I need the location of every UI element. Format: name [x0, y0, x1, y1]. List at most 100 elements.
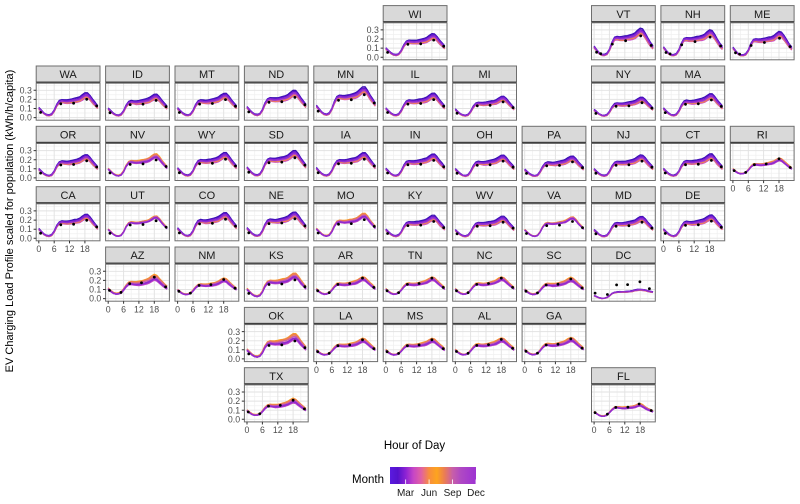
svg-text:0.3: 0.3 — [228, 327, 240, 337]
svg-text:18: 18 — [566, 365, 576, 375]
svg-text:PA: PA — [547, 130, 562, 142]
svg-text:12: 12 — [65, 244, 75, 254]
svg-text:NM: NM — [198, 250, 215, 262]
svg-text:0.3: 0.3 — [20, 206, 32, 216]
svg-text:IA: IA — [340, 130, 351, 142]
svg-text:WA: WA — [59, 69, 77, 81]
svg-text:0.0: 0.0 — [20, 233, 32, 243]
svg-text:MA: MA — [685, 69, 702, 81]
svg-text:SD: SD — [269, 130, 284, 142]
svg-text:0: 0 — [453, 365, 458, 375]
svg-text:12: 12 — [620, 425, 630, 435]
svg-text:0: 0 — [730, 184, 735, 194]
svg-text:0.3: 0.3 — [228, 387, 240, 397]
svg-text:6: 6 — [468, 365, 473, 375]
svg-text:NH: NH — [685, 9, 701, 21]
svg-text:0.3: 0.3 — [20, 85, 32, 95]
svg-text:0.0: 0.0 — [367, 52, 379, 62]
svg-text:0.0: 0.0 — [20, 173, 32, 183]
svg-text:0.1: 0.1 — [20, 104, 32, 114]
svg-text:Mar: Mar — [397, 488, 415, 499]
svg-text:Jun: Jun — [421, 488, 437, 499]
svg-text:0.2: 0.2 — [228, 336, 240, 346]
svg-text:LA: LA — [339, 311, 353, 323]
svg-text:6: 6 — [399, 365, 404, 375]
svg-text:MI: MI — [478, 69, 490, 81]
svg-text:UT: UT — [130, 190, 145, 202]
svg-text:KS: KS — [269, 250, 284, 262]
svg-text:6: 6 — [538, 365, 543, 375]
svg-text:Month: Month — [352, 474, 384, 486]
svg-text:NY: NY — [616, 69, 632, 81]
svg-text:18: 18 — [219, 304, 229, 314]
svg-text:WV: WV — [476, 190, 494, 202]
svg-text:0.1: 0.1 — [367, 43, 379, 53]
svg-text:0.1: 0.1 — [89, 285, 101, 295]
svg-text:18: 18 — [635, 425, 645, 435]
svg-text:0.2: 0.2 — [367, 34, 379, 44]
svg-text:AR: AR — [338, 250, 353, 262]
svg-text:0.1: 0.1 — [20, 164, 32, 174]
svg-text:MS: MS — [407, 311, 424, 323]
svg-text:0.3: 0.3 — [89, 266, 101, 276]
svg-text:NE: NE — [269, 190, 284, 202]
svg-text:MD: MD — [615, 190, 632, 202]
svg-text:CA: CA — [60, 190, 76, 202]
svg-text:12: 12 — [481, 365, 491, 375]
svg-text:0.0: 0.0 — [228, 354, 240, 364]
svg-text:OR: OR — [60, 130, 77, 142]
svg-text:0.2: 0.2 — [228, 396, 240, 406]
svg-text:18: 18 — [80, 244, 90, 254]
svg-text:0.1: 0.1 — [20, 224, 32, 234]
svg-text:OH: OH — [476, 130, 493, 142]
svg-text:AZ: AZ — [130, 250, 144, 262]
svg-text:MN: MN — [337, 69, 354, 81]
svg-text:12: 12 — [342, 365, 352, 375]
svg-text:VT: VT — [616, 9, 630, 21]
svg-text:0: 0 — [383, 365, 388, 375]
svg-text:DC: DC — [615, 250, 631, 262]
svg-text:6: 6 — [329, 365, 334, 375]
svg-text:OK: OK — [268, 311, 285, 323]
svg-text:0.2: 0.2 — [89, 276, 101, 286]
svg-text:12: 12 — [203, 304, 213, 314]
svg-text:6: 6 — [746, 184, 751, 194]
svg-text:GA: GA — [546, 311, 563, 323]
svg-text:6: 6 — [191, 304, 196, 314]
svg-text:0.0: 0.0 — [89, 294, 101, 304]
svg-text:NJ: NJ — [617, 130, 630, 142]
svg-text:0.2: 0.2 — [20, 95, 32, 105]
svg-text:18: 18 — [427, 365, 437, 375]
svg-text:ID: ID — [132, 69, 143, 81]
svg-text:AL: AL — [478, 311, 491, 323]
svg-text:CT: CT — [685, 130, 700, 142]
svg-text:0: 0 — [314, 365, 319, 375]
svg-text:ME: ME — [754, 9, 771, 21]
svg-text:12: 12 — [412, 365, 422, 375]
svg-text:Hour of Day: Hour of Day — [384, 440, 446, 452]
svg-text:0.2: 0.2 — [20, 215, 32, 225]
svg-text:CO: CO — [199, 190, 216, 202]
svg-text:0: 0 — [522, 365, 527, 375]
svg-text:0.0: 0.0 — [20, 113, 32, 123]
svg-text:12: 12 — [551, 365, 561, 375]
svg-text:MO: MO — [337, 190, 355, 202]
svg-text:MT: MT — [199, 69, 215, 81]
svg-text:0: 0 — [245, 425, 250, 435]
svg-text:IL: IL — [411, 69, 420, 81]
svg-text:18: 18 — [496, 365, 506, 375]
svg-text:TX: TX — [269, 371, 284, 383]
svg-text:12: 12 — [689, 244, 699, 254]
svg-text:NC: NC — [477, 250, 493, 262]
svg-text:6: 6 — [676, 244, 681, 254]
svg-text:RI: RI — [757, 130, 768, 142]
svg-text:0: 0 — [661, 244, 666, 254]
svg-text:0.0: 0.0 — [228, 414, 240, 424]
svg-text:Dec: Dec — [467, 488, 485, 499]
svg-text:0.3: 0.3 — [367, 25, 379, 35]
svg-text:0.2: 0.2 — [20, 155, 32, 165]
svg-text:TN: TN — [408, 250, 423, 262]
svg-text:KY: KY — [408, 190, 423, 202]
svg-text:Sep: Sep — [444, 488, 462, 499]
svg-text:0: 0 — [592, 425, 597, 435]
